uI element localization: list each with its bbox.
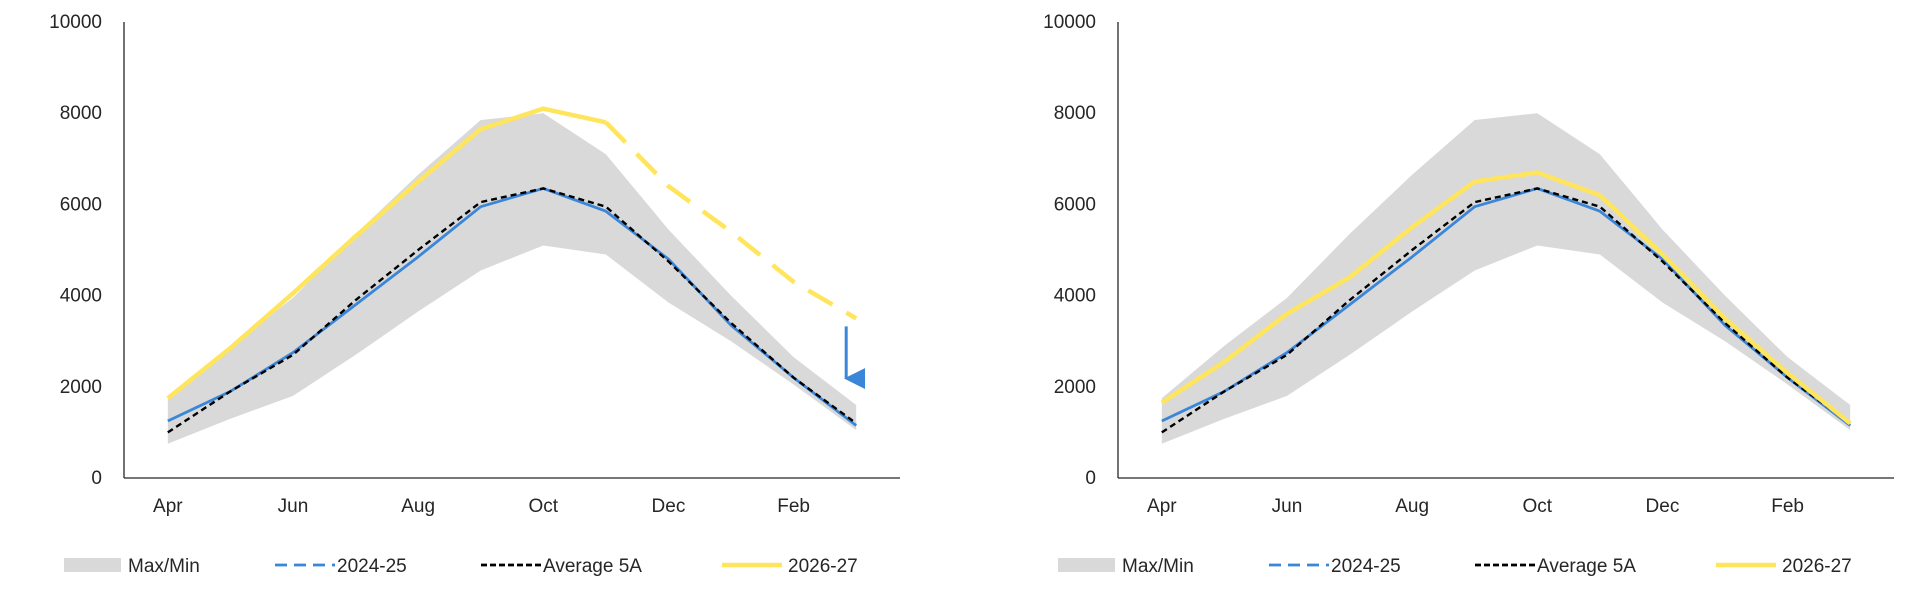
- legend-swatch-max-min: [64, 558, 121, 572]
- legend-swatch-max-min: [1058, 558, 1115, 572]
- series-line-2026-27: [1160, 170, 1852, 426]
- y-tick-label: 10000: [1043, 12, 1096, 33]
- y-tick-label: 0: [91, 468, 102, 489]
- series-line-2024-25: [1161, 187, 1852, 427]
- legend-label-2024-25: 2024-25: [337, 556, 407, 577]
- series-line-projection: [604, 120, 858, 321]
- series-line-average-5a: [167, 187, 857, 434]
- x-tick-label: Aug: [401, 496, 435, 517]
- series-line-2024-25: [167, 187, 858, 427]
- y-tick-label: 8000: [1054, 103, 1096, 124]
- x-tick-label: Oct: [529, 496, 559, 517]
- band-max-min: [1161, 113, 1851, 444]
- y-tick-label: 6000: [60, 194, 102, 215]
- legend-label-average-5a: Average 5A: [543, 556, 642, 577]
- legend-label-average-5a: Average 5A: [1537, 556, 1636, 577]
- band-max-min: [167, 113, 857, 444]
- y-tick-label: 6000: [1054, 194, 1096, 215]
- x-tick-label: Feb: [1771, 496, 1804, 517]
- x-tick-label: Aug: [1395, 496, 1429, 517]
- y-tick-label: 2000: [1054, 377, 1096, 398]
- y-tick-label: 10000: [49, 12, 102, 33]
- legend-label-max-min: Max/Min: [1122, 556, 1194, 577]
- y-tick-label: 8000: [60, 103, 102, 124]
- x-tick-label: Dec: [652, 496, 686, 517]
- chart-panel-1: 0 2000 4000 6000 8000 10000 Apr Jun Aug Oct Dec Feb…: [49, 12, 900, 577]
- series-line-2026-27: [166, 106, 607, 400]
- legend: Max/Min 2024-25 Average 5A 2026-27: [64, 556, 858, 577]
- x-tick-label: Feb: [777, 496, 810, 517]
- legend-label-max-min: Max/Min: [128, 556, 200, 577]
- legend: Max/Min 2024-25 Average 5A 2026-27: [1058, 556, 1852, 577]
- x-tick-label: Apr: [1147, 496, 1177, 517]
- legend-label-2026-27: 2026-27: [1782, 556, 1852, 577]
- chart-panel-2: 0 2000 4000 6000 8000 10000 Apr Jun Aug Oct Dec Feb…: [1043, 12, 1894, 577]
- x-tick-label: Jun: [278, 496, 309, 517]
- legend-label-2024-25: 2024-25: [1331, 556, 1401, 577]
- x-tick-label: Oct: [1523, 496, 1553, 517]
- y-tick-label: 2000: [60, 377, 102, 398]
- series-line-average-5a: [1161, 187, 1851, 434]
- x-tick-label: Dec: [1646, 496, 1680, 517]
- legend-label-2026-27: 2026-27: [788, 556, 858, 577]
- x-tick-label: Jun: [1272, 496, 1303, 517]
- y-tick-label: 4000: [60, 286, 102, 307]
- y-tick-label: 4000: [1054, 286, 1096, 307]
- x-tick-label: Apr: [153, 496, 183, 517]
- y-tick-label: 0: [1085, 468, 1096, 489]
